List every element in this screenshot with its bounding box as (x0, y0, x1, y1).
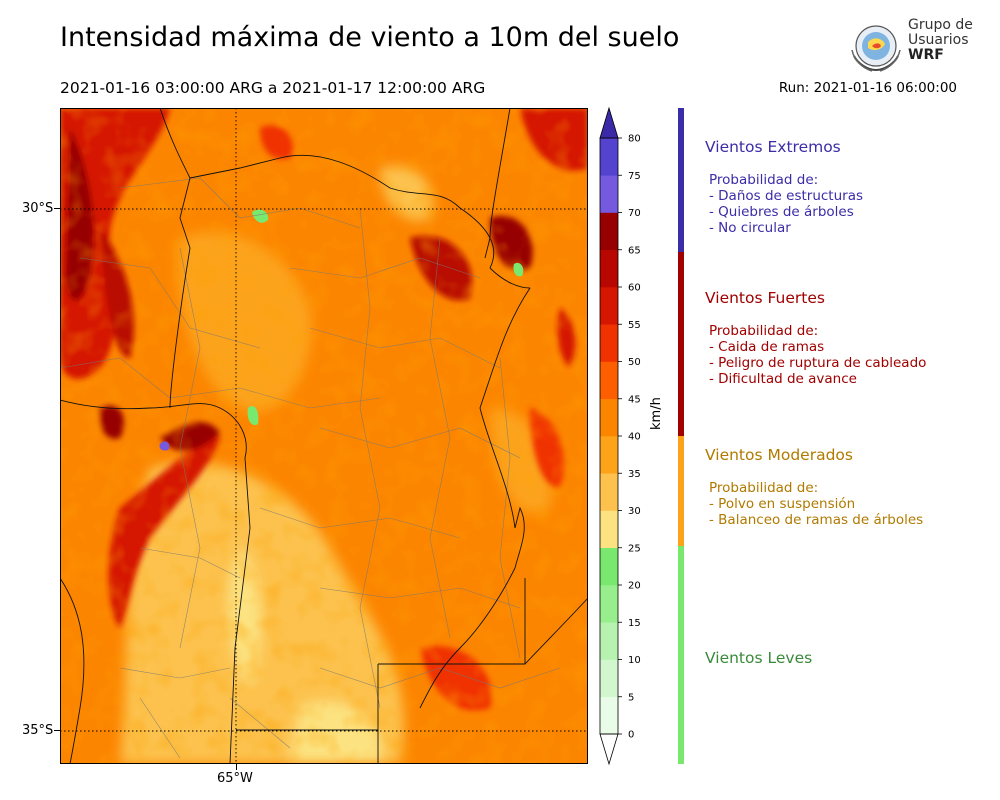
tick-35s (54, 730, 60, 731)
lat-label-30s: 30°S (22, 201, 54, 216)
wind-map (60, 108, 588, 764)
colorbar-tick-label: 45 (628, 394, 641, 405)
colorbar-tick-label: 55 (628, 320, 641, 331)
colorbar-tick-label: 25 (628, 543, 641, 554)
colorbar-band (600, 659, 618, 698)
colorbar-extend-max (599, 106, 619, 139)
colorbar-unit: km/h (649, 397, 664, 430)
province-boundaries (60, 108, 588, 764)
colorbar-band (600, 175, 618, 213)
colorbar-band (600, 436, 618, 474)
colorbar-band (600, 138, 618, 176)
colorbar-band (600, 398, 618, 437)
category-description-line: - Polvo en suspensión (709, 496, 856, 512)
wind-field-light (159, 209, 524, 451)
logo-line-1: Grupo de (908, 17, 973, 33)
colorbar-tick-label: 70 (628, 208, 641, 219)
colorbar-band (600, 473, 618, 511)
category-color-bar (678, 546, 684, 764)
category-title: Vientos Leves (705, 649, 813, 667)
colorbar-band (600, 585, 618, 623)
logo-line-2: Usuarios (908, 32, 969, 48)
category-color-bar (678, 252, 684, 436)
colorbar-band (600, 249, 618, 288)
colorbar-tick-label: 80 (628, 134, 641, 145)
colorbar-extend-min (599, 733, 619, 766)
colorbar-tick-label: 75 (628, 171, 641, 182)
colorbar-band (600, 324, 618, 362)
lat-label-35s: 35°S (22, 723, 54, 738)
category-description-line: - Peligro de ruptura de cableado (709, 355, 927, 371)
category-title: Vientos Moderados (705, 446, 853, 464)
run-timestamp: Run: 2021-01-16 06:00:00 (778, 80, 957, 96)
category-color-bar (678, 108, 684, 252)
category-color-bar (678, 436, 684, 546)
category-title: Vientos Fuertes (705, 289, 825, 307)
category-description-line: - Daños de estructuras (709, 188, 864, 204)
category-description: Probabilidad de: - Daños de estructuras - … (709, 172, 863, 236)
colorbar-tick-label: 0 (628, 730, 634, 741)
category-description-line: - Quiebres de árboles (709, 204, 854, 220)
colorbar-tick-label: 20 (628, 581, 641, 592)
map-title: Intensidad máxima de viento a 10m del su… (60, 22, 680, 53)
colorbar-tick-label: 65 (628, 245, 641, 256)
graticule (60, 108, 588, 764)
category-title: Vientos Extremos (705, 138, 841, 156)
category-description-line: - Balanceo de ramas de árboles (709, 512, 924, 528)
colorbar-tick-label: 60 (628, 283, 641, 294)
category-description-line: Probabilidad de: (709, 323, 819, 339)
department-boundaries (60, 177, 561, 759)
colorbar-band (600, 547, 618, 586)
forecast-period: 2021-01-16 03:00:00 ARG a 2021-01-17 12:… (60, 79, 486, 97)
colorbar-tick-label: 30 (628, 506, 641, 517)
category-description-line: - Dificultad de avance (709, 371, 857, 387)
colorbar-tick-label: 15 (628, 618, 641, 629)
grupo-usuarios-wrf-logo (851, 25, 901, 72)
category-description-line: - Caida de ramas (709, 339, 825, 355)
colorbar-band (600, 287, 618, 325)
colorbar-band (600, 361, 618, 400)
colorbar-tick-label: 10 (628, 655, 641, 666)
category-description-line: Probabilidad de: (709, 480, 819, 496)
wind-field-texture (60, 108, 588, 764)
category-description: Probabilidad de: - Polvo en suspensión - B… (709, 480, 923, 528)
logo-line-3: WRF (908, 47, 944, 63)
colorbar-band (600, 212, 618, 251)
colorbar-tick-label: 5 (628, 692, 634, 703)
lon-label-65w: 65°W (217, 771, 253, 786)
colorbar-tick-label: 50 (628, 357, 641, 368)
tick-65w (236, 764, 237, 770)
colorbar-tick-label: 35 (628, 469, 641, 480)
tick-30s (54, 208, 60, 209)
colorbar-tick-label: 40 (628, 432, 641, 443)
colorbar-band (600, 696, 618, 735)
colorbar-band (600, 510, 618, 549)
colorbar-band (600, 622, 618, 660)
colorbar: 0 5 10 15 20 25 30 35 40 45 50 55 60 65 70 75 80 (599, 106, 641, 766)
logo-text: Grupo de Usuarios WRF (908, 18, 973, 63)
category-description: Probabilidad de: - Caida de ramas - Peligr… (709, 323, 926, 387)
category-description-line: Probabilidad de: (709, 172, 819, 188)
category-description-line: - No circular (709, 220, 791, 236)
